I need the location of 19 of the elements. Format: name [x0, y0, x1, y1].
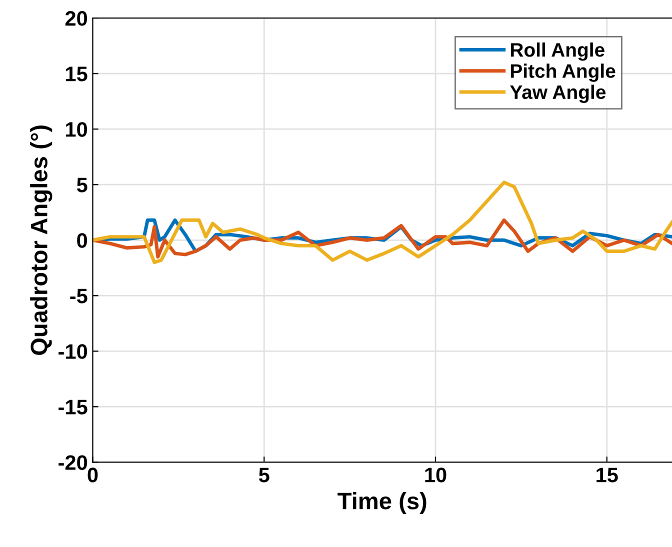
x-tick-label: 5 [258, 468, 270, 482]
y-tick-label: -5 [70, 288, 88, 304]
y-tick-label: 10 [66, 122, 88, 137]
y-tick-label: -10 [58, 344, 88, 359]
y-tick-label: 0 [77, 233, 88, 248]
y-tick-label: 20 [65, 11, 88, 26]
y-tick-label: -20 [58, 455, 88, 470]
x-tick-label: 0 [88, 468, 98, 482]
line-series [92, 180, 672, 264]
x-axis-title: Time (s) [338, 492, 426, 514]
y-tick-label: -15 [58, 400, 88, 414]
legend-label: Roll Angle [510, 42, 604, 61]
x-tick-label: 10 [425, 468, 446, 482]
y-tick-label: 5 [76, 178, 88, 192]
legend-label: Yaw Angle [510, 84, 606, 103]
x-tick-label: 15 [596, 468, 618, 482]
legend-label: Pitch Angle [510, 64, 616, 82]
y-axis-title: Quadrotor Angles (°) [30, 126, 52, 355]
y-tick-label: 15 [66, 66, 88, 82]
